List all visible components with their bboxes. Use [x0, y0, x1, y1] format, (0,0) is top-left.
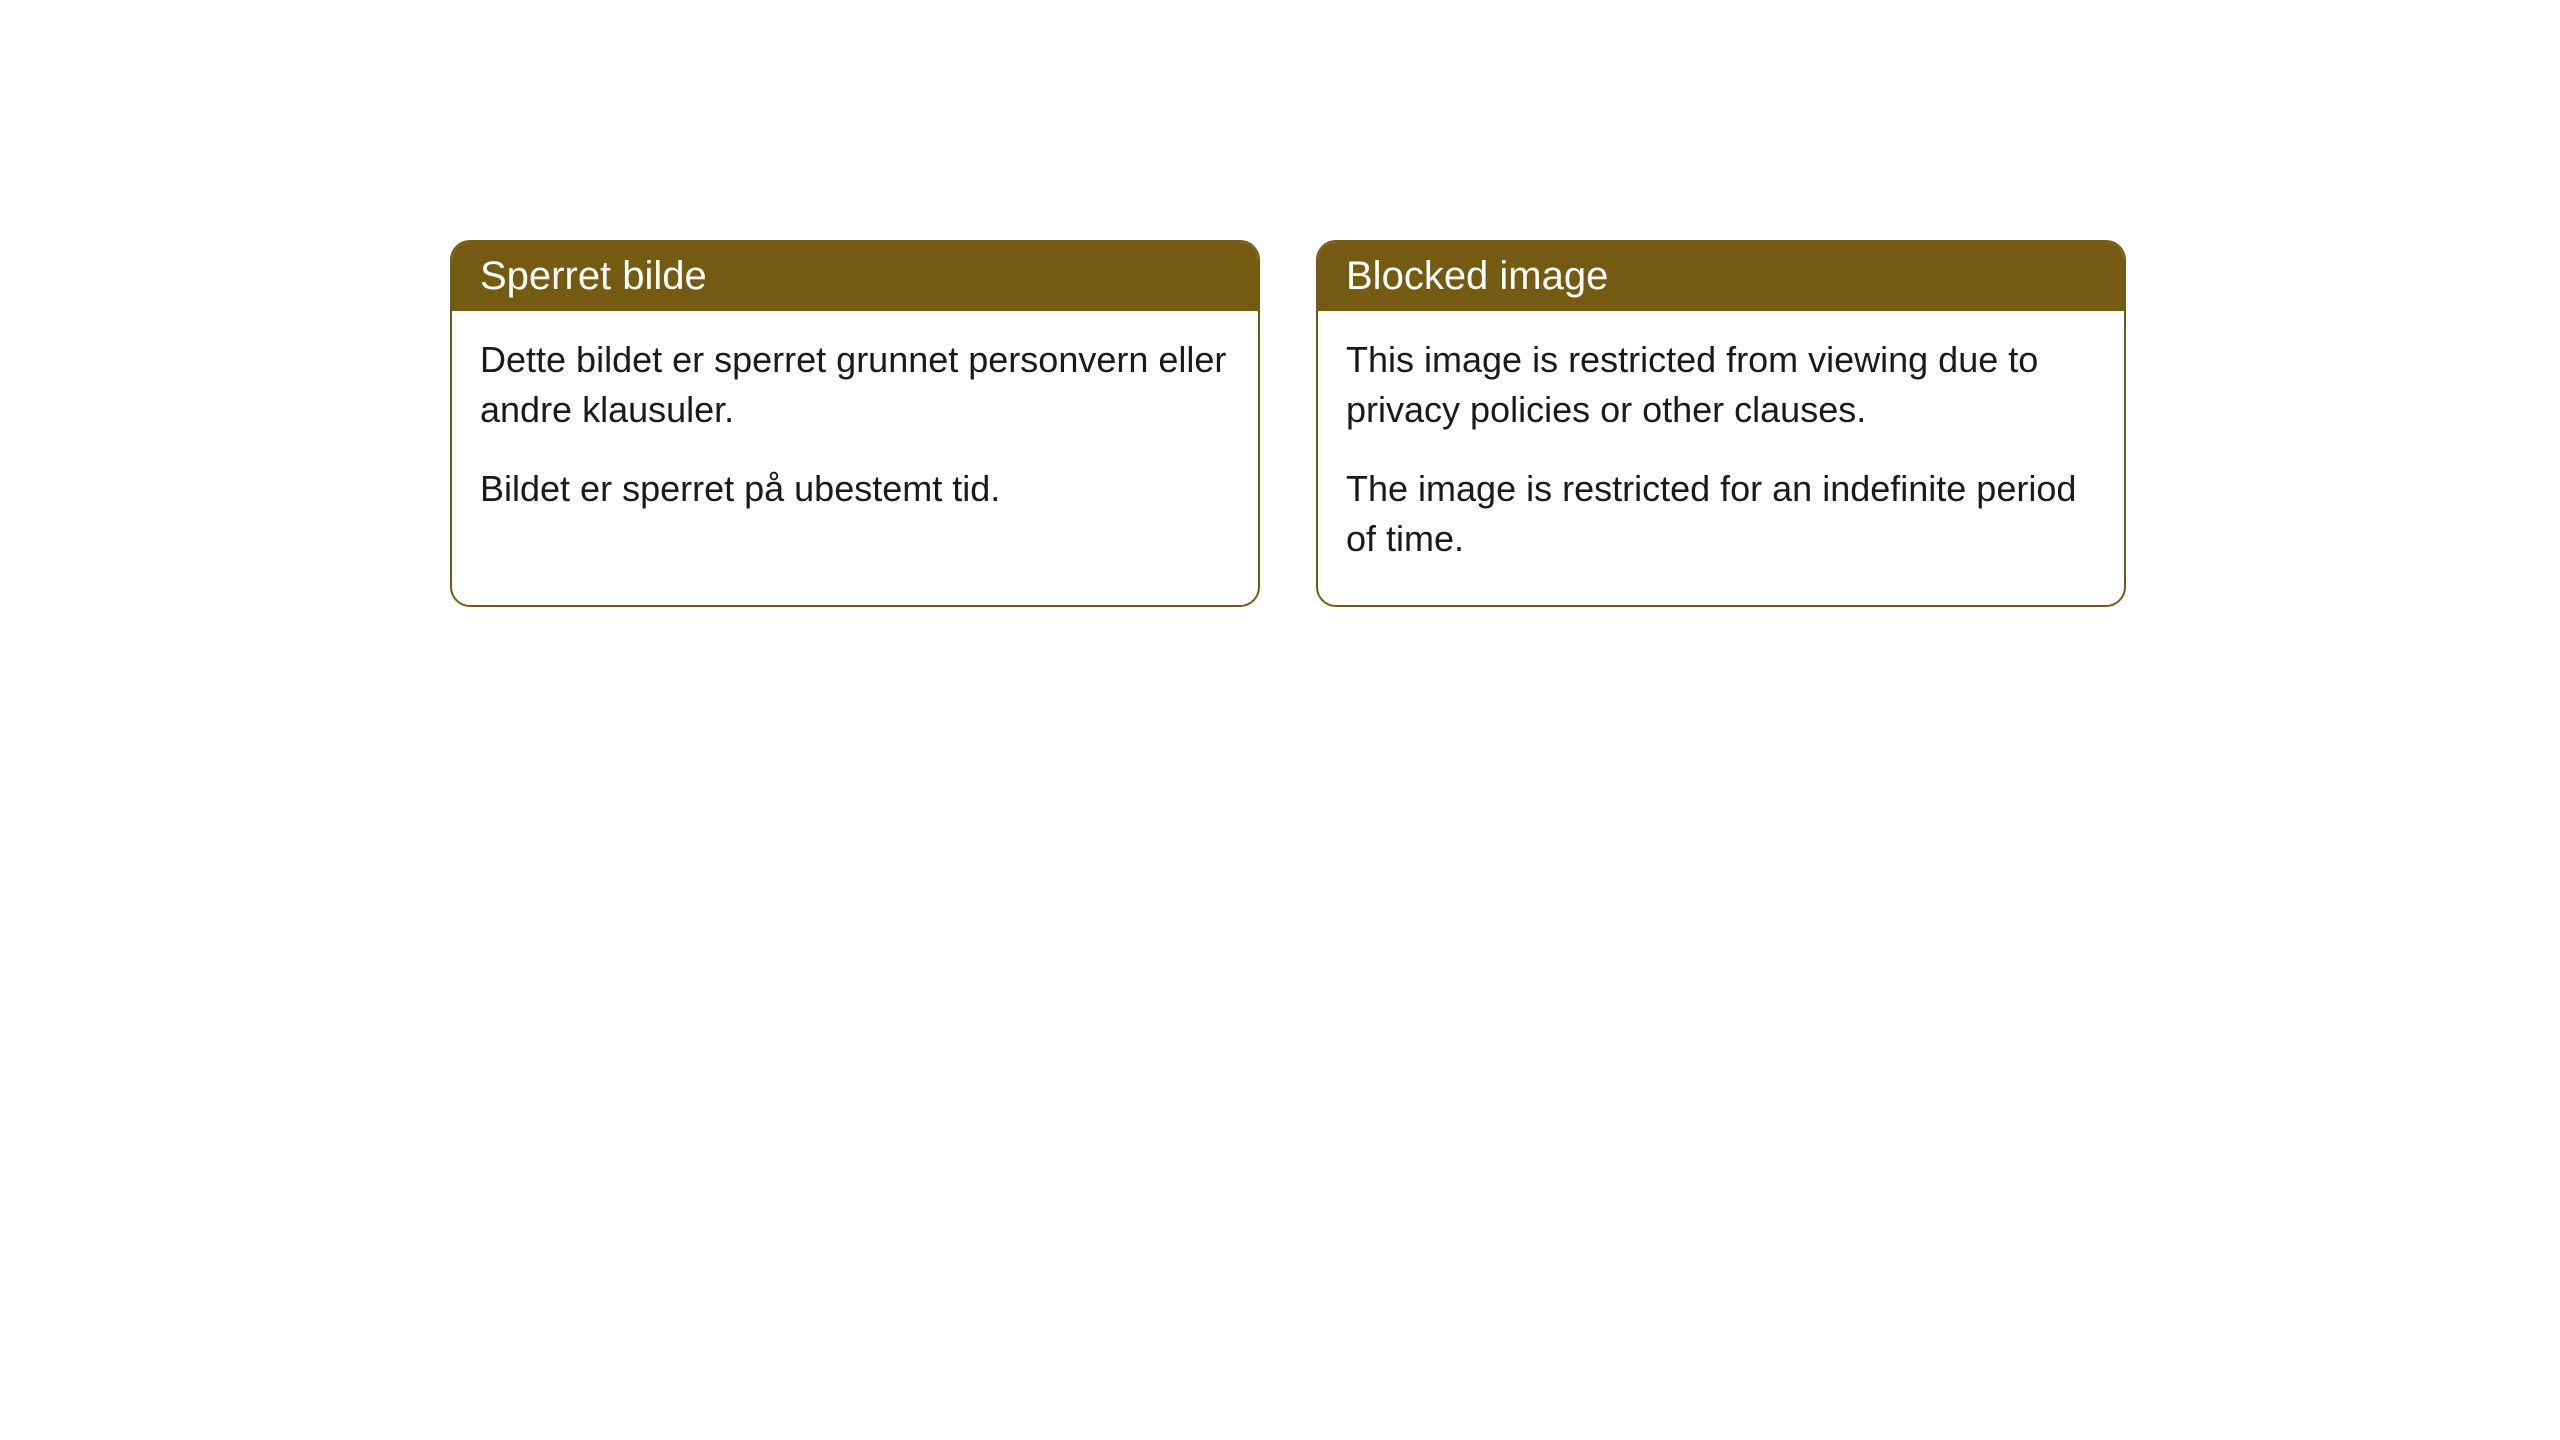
notice-header-norwegian: Sperret bilde — [452, 242, 1258, 311]
notice-title-norwegian: Sperret bilde — [480, 254, 707, 298]
notice-body-norwegian: Dette bildet er sperret grunnet personve… — [452, 311, 1258, 554]
notice-body-english: This image is restricted from viewing du… — [1318, 311, 2124, 605]
notice-title-english: Blocked image — [1346, 254, 1608, 298]
notice-paragraph-1-english: This image is restricted from viewing du… — [1346, 335, 2096, 436]
notice-card-norwegian: Sperret bilde Dette bildet er sperret gr… — [450, 240, 1260, 607]
notice-paragraph-2-norwegian: Bildet er sperret på ubestemt tid. — [480, 464, 1230, 514]
notice-paragraph-1-norwegian: Dette bildet er sperret grunnet personve… — [480, 335, 1230, 436]
notice-card-english: Blocked image This image is restricted f… — [1316, 240, 2126, 607]
notice-header-english: Blocked image — [1318, 242, 2124, 311]
notice-paragraph-2-english: The image is restricted for an indefinit… — [1346, 464, 2096, 565]
notice-container: Sperret bilde Dette bildet er sperret gr… — [0, 0, 2560, 607]
